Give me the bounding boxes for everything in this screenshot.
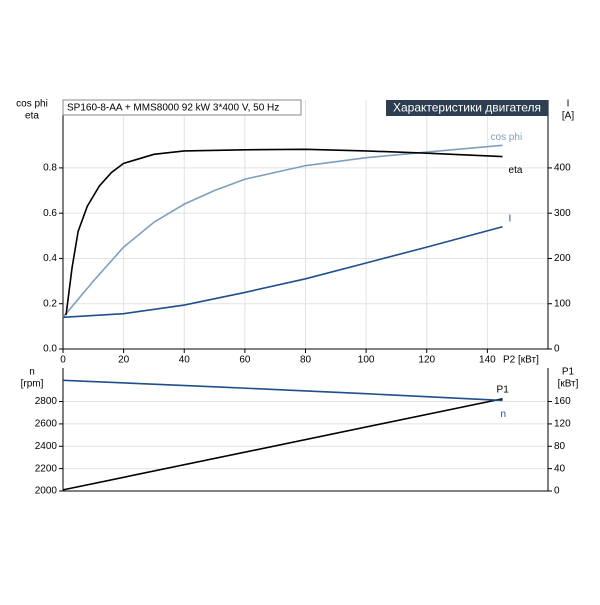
series-label: I — [509, 213, 512, 224]
series-label: cos phi — [491, 132, 523, 143]
series-line — [62, 379, 503, 402]
y-tick-label: 2600 — [35, 419, 58, 430]
y-tick-label: 2800 — [35, 396, 58, 407]
x-tick-label: 40 — [179, 355, 191, 366]
y-tick-label: 0.4 — [43, 253, 57, 264]
y2-tick-label: 0 — [554, 486, 560, 497]
y-axis-label: cos phi — [16, 99, 48, 110]
chart-title: SP160-8-AA + MMS8000 92 kW 3*400 V, 50 H… — [67, 103, 279, 114]
x-tick-label: 120 — [418, 355, 435, 366]
y2-axis-label: I — [567, 99, 570, 110]
y2-axis-label: [кВт] — [558, 379, 579, 390]
x-tick-label: 140 — [479, 355, 496, 366]
series-line — [62, 397, 503, 491]
y-tick-label: 0.0 — [43, 344, 57, 355]
y2-tick-label: 120 — [554, 419, 571, 430]
y-axis-label: [rpm] — [21, 379, 44, 390]
y2-tick-label: 40 — [554, 463, 566, 474]
y-axis-label: eta — [25, 111, 39, 122]
y2-tick-label: 400 — [554, 163, 571, 174]
series-line — [62, 144, 503, 318]
y2-tick-label: 200 — [554, 253, 571, 264]
series-label: n — [501, 409, 507, 420]
x-tick-label: 80 — [300, 355, 312, 366]
y2-tick-label: 160 — [554, 396, 571, 407]
series-label: eta — [509, 165, 523, 176]
y2-axis-label: P1 — [562, 367, 575, 378]
y2-tick-label: 300 — [554, 208, 571, 219]
y-tick-label: 2000 — [35, 486, 58, 497]
y2-tick-label: 80 — [554, 441, 566, 452]
y2-tick-label: 100 — [554, 298, 571, 309]
x-tick-label: 100 — [358, 355, 375, 366]
y-tick-label: 2200 — [35, 463, 58, 474]
subtitle-box — [386, 100, 548, 116]
series-line — [62, 225, 503, 319]
title-box — [62, 99, 302, 116]
y-tick-label: 2400 — [35, 441, 58, 452]
series-label: P1 — [497, 384, 510, 395]
x-tick-label: 0 — [60, 355, 66, 366]
series-line — [65, 148, 503, 316]
y2-axis-label: [A] — [562, 111, 574, 122]
y-tick-label: 0.8 — [43, 163, 57, 174]
y-tick-label: 0.2 — [43, 298, 57, 309]
x-tick-label: 60 — [239, 355, 251, 366]
y-axis-label: n — [29, 367, 35, 378]
y2-tick-label: 0 — [554, 344, 560, 355]
x-tick-label: 20 — [118, 355, 130, 366]
chart-subtitle: Характеристики двигателя — [393, 101, 541, 115]
y-tick-label: 0.6 — [43, 208, 57, 219]
x-axis-label: P2 [кВт] — [503, 355, 539, 366]
